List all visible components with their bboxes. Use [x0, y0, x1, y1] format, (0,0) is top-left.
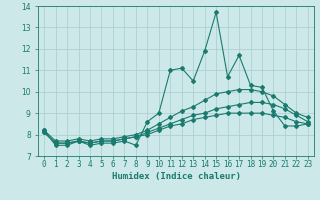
X-axis label: Humidex (Indice chaleur): Humidex (Indice chaleur)	[111, 172, 241, 181]
